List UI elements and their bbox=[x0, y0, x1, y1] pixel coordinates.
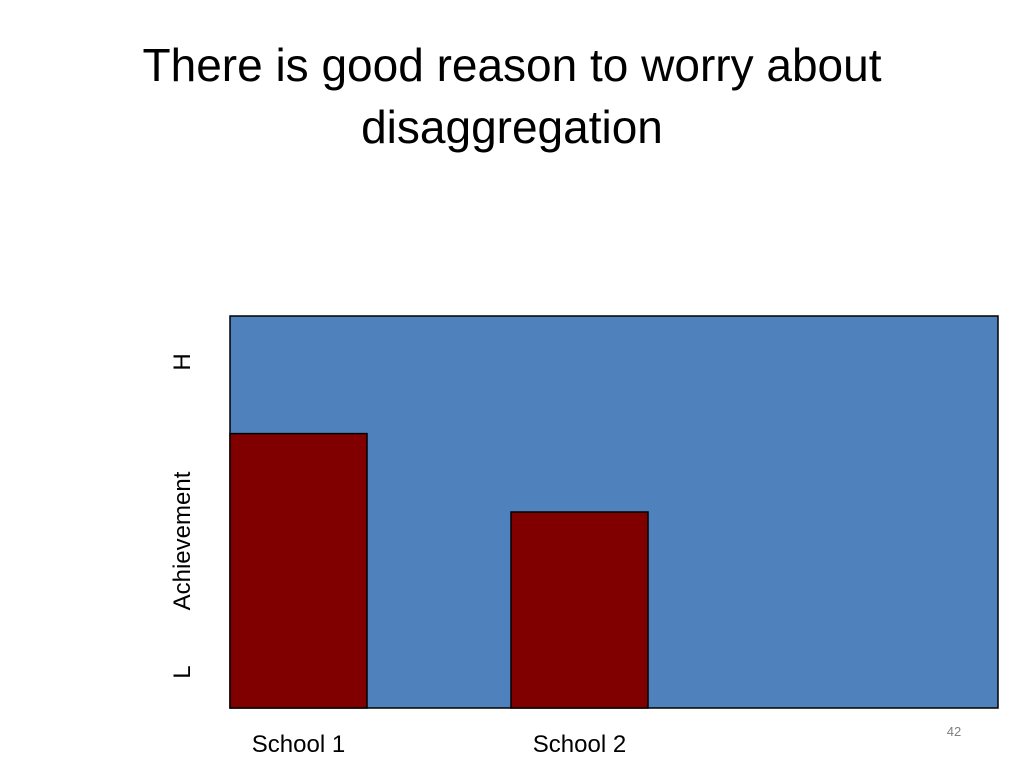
bar-school-1 bbox=[229, 432, 368, 709]
category-label-school-2: School 2 bbox=[533, 731, 626, 758]
y-axis-low-label: L bbox=[169, 665, 196, 678]
page-number: 42 bbox=[946, 724, 962, 739]
slide-title: There is good reason to worry about disa… bbox=[0, 34, 1024, 158]
y-axis-high-label: H bbox=[169, 353, 196, 370]
bars bbox=[229, 432, 649, 709]
category-label-school-1: School 1 bbox=[252, 731, 345, 758]
y-axis-title: Achievement bbox=[169, 471, 196, 610]
bar-school-2 bbox=[510, 511, 649, 709]
title-line-2: disaggregation bbox=[361, 101, 663, 153]
axis-labels: School 1 School 2 L Achievement H bbox=[169, 353, 626, 758]
title-line-1: There is good reason to worry about bbox=[142, 39, 882, 91]
